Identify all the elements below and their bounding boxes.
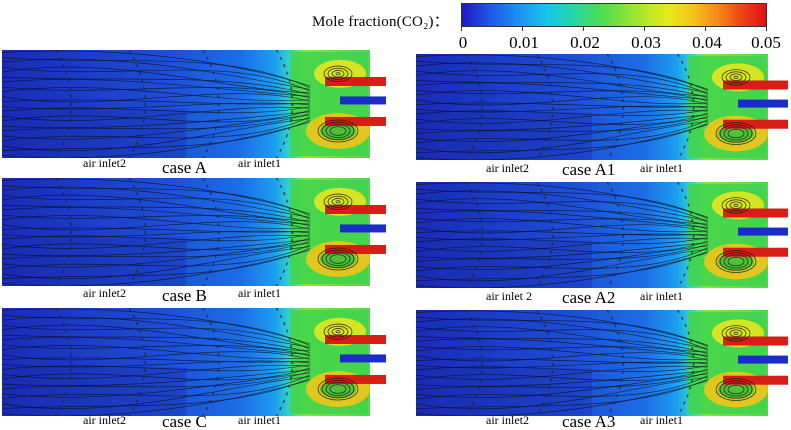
air-inlet2-label: air inlet2 (83, 413, 126, 427)
colorbar (461, 3, 767, 27)
colorbar-tick-label: 0 (458, 33, 468, 52)
colorbar-tick-label: 0.03 (631, 33, 661, 52)
colorbar-ticks (461, 27, 767, 33)
contour-panel-case-c (2, 308, 386, 416)
air-inlet2-label: air inlet2 (486, 413, 529, 427)
colorbar-title: Mole fraction(CO₂)： (312, 14, 449, 30)
colorbar-tick-label: 0.04 (692, 33, 722, 52)
air-inlet2-label: air inlet2 (486, 161, 529, 175)
air-inlet2-label: air inlet2 (83, 156, 126, 170)
case-label: case A (162, 158, 207, 177)
contour-panel-case-a1 (416, 54, 788, 160)
case-label: case A1 (562, 160, 616, 179)
case-label: case A3 (562, 412, 616, 430)
contour-panel-case-a (2, 50, 386, 158)
air-inlet2-label: air inlet2 (83, 286, 126, 300)
air-inlet1-label: air inlet1 (238, 413, 281, 427)
air-inlet1-label: air inlet1 (640, 161, 683, 175)
case-label: case A2 (562, 288, 616, 307)
case-label: case B (162, 286, 207, 305)
contour-panel-case-a2 (416, 182, 788, 288)
colorbar-tick-label: 0.05 (751, 33, 781, 52)
contour-panel-case-b (2, 178, 386, 286)
air-inlet1-label: air inlet1 (640, 413, 683, 427)
contour-panel-case-a3 (416, 310, 788, 416)
case-label: case C (162, 412, 207, 430)
air-inlet1-label: air inlet1 (238, 156, 281, 170)
colorbar-tick-label: 0.01 (509, 33, 539, 52)
air-inlet1-label: air inlet1 (238, 286, 281, 300)
air-inlet2-label: air inlet 2 (486, 289, 532, 303)
air-inlet1-label: air inlet1 (640, 289, 683, 303)
colorbar-tick-label: 0.02 (570, 33, 600, 52)
